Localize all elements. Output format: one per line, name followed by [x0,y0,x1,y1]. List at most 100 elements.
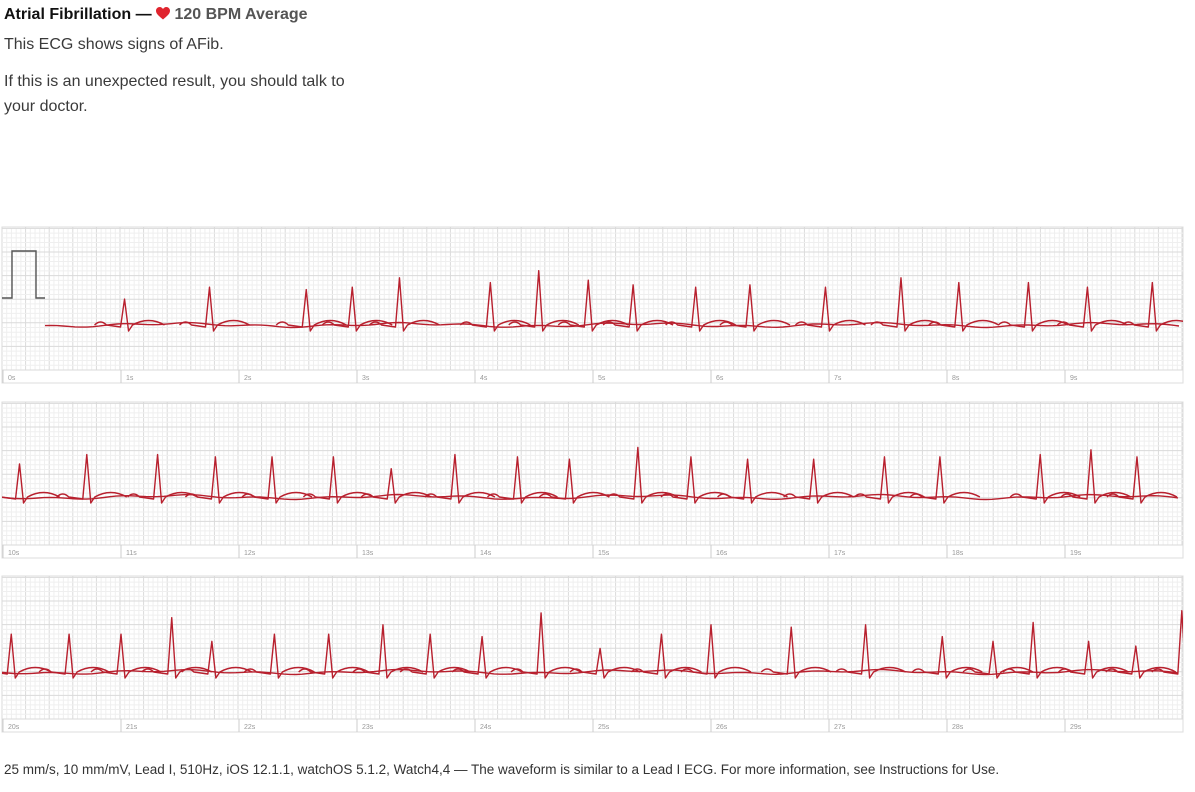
heartbeat [38,633,110,679]
summary: This ECG shows signs of AFib. [4,36,224,53]
heartbeat [1009,453,1081,504]
second-label: 17s [834,550,846,557]
second-label: 29s [1070,724,1082,731]
heartbeat [853,456,925,504]
heartbeat [665,286,737,332]
second-label: 27s [834,724,846,731]
second-label: 2s [244,375,252,382]
heartbeat [1060,449,1132,504]
heartbeat [352,624,424,679]
second-label: 21s [126,724,138,731]
heartbeat [835,624,906,679]
heartbeat [90,633,162,679]
heartbeat [557,279,629,332]
second-label: 9s [1070,375,1078,382]
heartbeat [141,617,213,679]
heartbeat [660,456,732,504]
second-label: 20s [8,724,20,731]
title-row: Atrial Fibrillation — 120 BPM Average [4,6,308,24]
heartbeat [717,458,788,504]
second-label: 4s [480,375,488,382]
second-label: 26s [716,724,728,731]
heartbeat [275,288,347,332]
heart-icon [156,7,171,20]
second-label: 11s [126,550,137,557]
second-label: 0s [8,375,16,382]
trace [2,609,1183,679]
second-label: 8s [952,375,960,382]
heartbeat [184,456,256,504]
second-label: 19s [1070,550,1082,557]
heartbeat [1002,621,1074,679]
heartbeat [360,467,432,504]
heartbeat [1056,286,1128,332]
heartbeat [2,633,52,679]
heartbeat [56,453,128,504]
heartbeat [962,640,1034,679]
second-label: 22s [244,724,256,731]
heartbeat [760,626,832,679]
heartbeat [298,633,370,679]
heartbeat [1058,640,1129,679]
footer: 25 mm/s, 10 mm/mV, Lead I, 510Hz, iOS 12… [4,762,1000,777]
heartbeat [794,286,866,332]
second-label: 16s [716,550,728,557]
heartbeat [911,635,983,679]
baseline [2,493,1179,501]
heartbeat [909,456,981,504]
heartbeat [928,281,1000,332]
second-label: 15s [598,550,610,557]
heartbeat [607,446,679,504]
average: 120 BPM Average [174,6,308,23]
heartbeat [1105,645,1177,679]
heartbeat [127,453,198,504]
title: Atrial Fibrillation — [4,6,152,23]
heartbeat [680,624,752,679]
heartbeat [1121,281,1183,332]
second-label: 1s [126,375,134,382]
heartbeat [486,456,558,504]
second-label: 13s [362,550,374,557]
heartbeat [1151,609,1183,675]
heartbeat [459,281,531,332]
trace [2,446,1179,504]
second-label: 6s [716,375,724,382]
heartbeat [368,277,440,332]
heartbeat [302,456,374,504]
heartbeat [2,463,60,504]
calibration-pulse [2,250,45,299]
heartbeat [243,633,315,679]
heartbeat [602,284,674,332]
trace [44,270,1183,332]
heartbeat [1106,456,1178,504]
heartbeat [510,612,582,679]
heartbeat [399,633,471,679]
second-label: 25s [598,724,610,731]
second-label: 28s [952,724,964,731]
second-label: 14s [480,550,492,557]
second-label: 7s [834,375,842,382]
second-label: 5s [598,375,606,382]
heartbeat [241,456,313,504]
heartbeat [451,635,523,679]
heartbeat [997,281,1069,332]
heartbeat [321,286,393,332]
second-label: 18s [952,550,964,557]
heartbeat [719,284,791,332]
advice: If this is an unexpected result, you sho… [4,73,345,115]
heartbeat [508,270,580,332]
second-label: 23s [362,724,374,731]
heartbeat [630,633,702,679]
heartbeat [179,286,250,332]
baseline [2,668,1179,676]
second-label: 12s [244,550,256,557]
heartbeat [569,647,641,679]
heartbeat [181,640,253,679]
second-label: 24s [480,724,492,731]
heartbeat [538,458,610,504]
heartbeat [783,458,855,504]
second-label: 10s [8,550,20,557]
heartbeat [424,453,496,504]
